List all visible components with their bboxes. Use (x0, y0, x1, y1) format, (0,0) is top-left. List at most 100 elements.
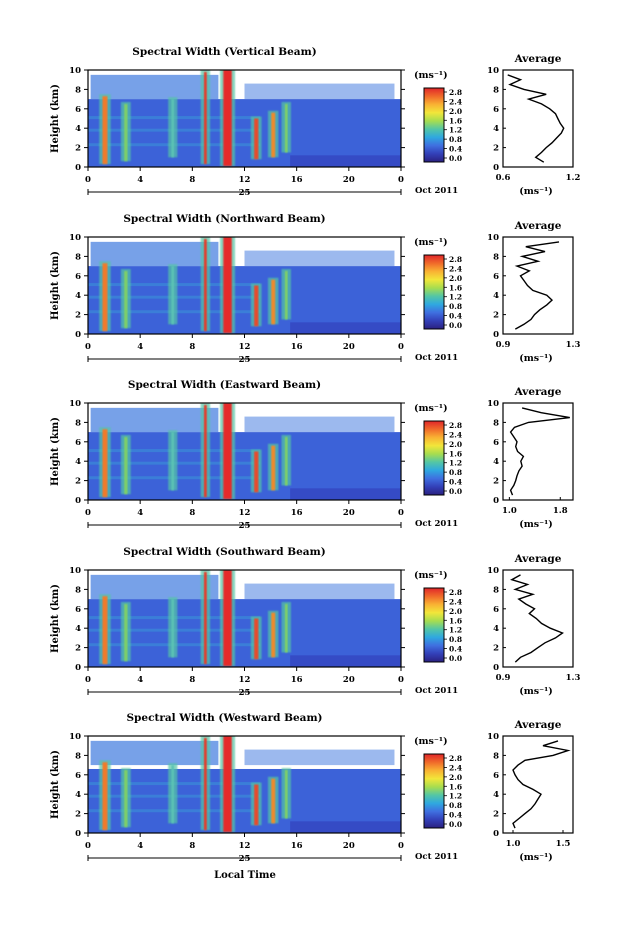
y-tick-label: 6 (75, 105, 81, 115)
x-tick-label: 8 (189, 175, 195, 185)
x-tick-label: 0 (85, 508, 91, 518)
x-tick-label: 20 (343, 508, 355, 518)
heatmap-column-core (102, 762, 108, 831)
x-tick-label: 0 (85, 675, 91, 685)
profile-x-tick-label: 0.9 (496, 340, 511, 350)
y-tick-label: 4 (75, 291, 81, 301)
x-tick-label: 0 (398, 675, 404, 685)
profile-x-label: (ms⁻¹) (519, 852, 553, 863)
profile-y-tick-label: 2 (493, 144, 499, 154)
colorbar (423, 753, 445, 829)
date-label: Oct 2011 (415, 186, 458, 196)
colorbar-tick-label: 2.4 (449, 264, 462, 273)
heatmap-column-core (171, 99, 175, 158)
heatmap-column-core (284, 603, 288, 653)
colorbar (423, 587, 445, 663)
profile-x-label: (ms⁻¹) (519, 686, 553, 697)
profile-y-tick-label: 0 (493, 496, 499, 506)
colorbar-tick-label: 1.2 (449, 626, 462, 635)
x-tick-label: 12 (239, 342, 251, 352)
heatmap-column-core (203, 71, 207, 165)
colorbar-tick-label: 1.2 (449, 126, 462, 135)
heatmap-column-core (102, 96, 108, 165)
heatmap-column-core (254, 285, 259, 327)
x-tick-label: 12 (239, 841, 251, 851)
colorbar-tick-label: 0.8 (449, 302, 462, 311)
profile-series-line (512, 740, 571, 829)
profile-x-label: (ms⁻¹) (519, 353, 553, 364)
profile-y-tick-label: 8 (493, 85, 499, 95)
y-tick-label: 8 (75, 418, 81, 428)
y-tick-label: 8 (75, 751, 81, 761)
y-tick-label: 0 (75, 663, 81, 673)
panel-title: Spectral Width (Eastward Beam) (128, 379, 321, 391)
x-tick-label: 0 (398, 841, 404, 851)
profile-y-tick-label: 0 (493, 163, 499, 173)
heatmap-column-core (102, 596, 108, 665)
x-tick-label: 12 (239, 175, 251, 185)
x-tick-label: 8 (189, 508, 195, 518)
profile-y-tick-label: 0 (493, 829, 499, 839)
heatmap-column-core (254, 451, 259, 493)
colorbar-tick-label: 1.6 (449, 283, 462, 292)
x-tick-label: 16 (291, 508, 303, 518)
profile-y-tick-label: 4 (493, 457, 499, 467)
profile-x-tick-label: 0.9 (496, 673, 511, 683)
day-label: 25 (239, 355, 251, 365)
y-tick-label: 2 (75, 144, 81, 154)
profile-y-tick-label: 6 (493, 605, 499, 615)
x-tick-label: 4 (137, 175, 143, 185)
heatmap-column-core (271, 612, 276, 658)
x-tick-label: 8 (189, 675, 195, 685)
y-axis-label: Height (km) (50, 251, 61, 320)
x-tick-label: 4 (137, 841, 143, 851)
colorbar-tick-label: 2.8 (449, 421, 462, 430)
profile-y-tick-label: 2 (493, 810, 499, 820)
panel-title: Spectral Width (Southward Beam) (123, 546, 325, 558)
x-tick-label: 0 (85, 342, 91, 352)
x-tick-label: 12 (239, 508, 251, 518)
heatmap-column-core (203, 404, 207, 498)
profile-y-tick-label: 0 (493, 330, 499, 340)
x-tick-label: 16 (291, 675, 303, 685)
x-tick-label: 0 (398, 508, 404, 518)
colorbar-tick-label: 1.2 (449, 459, 462, 468)
colorbar-tick-label: 2.4 (449, 97, 462, 106)
profile-title: Average (514, 386, 562, 398)
colorbar-tick-label: 0.0 (449, 820, 462, 829)
colorbar-tick-label: 2.8 (449, 88, 462, 97)
profile-y-tick-label: 2 (493, 311, 499, 321)
profile-x-tick-label: 1.8 (553, 506, 568, 516)
profile-frame (502, 569, 574, 668)
heatmap-column-core (271, 112, 276, 158)
profile-x-tick-label: 1.0 (502, 506, 517, 516)
profile-y-tick-label: 8 (493, 751, 499, 761)
x-tick-label: 0 (398, 175, 404, 185)
profile-x-label: (ms⁻¹) (519, 186, 553, 197)
x-tick-label: 12 (239, 675, 251, 685)
colorbar-tick-label: 1.6 (449, 616, 462, 625)
y-tick-label: 10 (69, 66, 81, 76)
y-tick-label: 0 (75, 829, 81, 839)
colorbar-tick-label: 2.0 (449, 107, 462, 116)
y-tick-label: 6 (75, 272, 81, 282)
colorbar-tick-label: 0.4 (449, 645, 462, 654)
profile-x-tick-label: 1.0 (506, 839, 521, 849)
colorbar-tick-label: 0.8 (449, 801, 462, 810)
x-tick-label: 4 (137, 342, 143, 352)
date-label: Oct 2011 (415, 852, 458, 862)
heatmap-column-core (203, 238, 207, 332)
profile-y-tick-label: 2 (493, 477, 499, 487)
y-tick-label: 4 (75, 457, 81, 467)
y-tick-label: 2 (75, 311, 81, 321)
profile-y-tick-label: 8 (493, 585, 499, 595)
heatmap-column-core (203, 571, 207, 665)
chart-panel: Spectral Width (Westward Beam) 0 2 4 6 8 10 Hei… (50, 712, 574, 864)
profile-frame (502, 236, 574, 335)
heatmap-column-core (223, 570, 232, 667)
heatmap-column-core (284, 103, 288, 153)
x-tick-label: 16 (291, 342, 303, 352)
panel-title: Spectral Width (Westward Beam) (126, 712, 322, 724)
heatmap-column-core (124, 603, 128, 662)
